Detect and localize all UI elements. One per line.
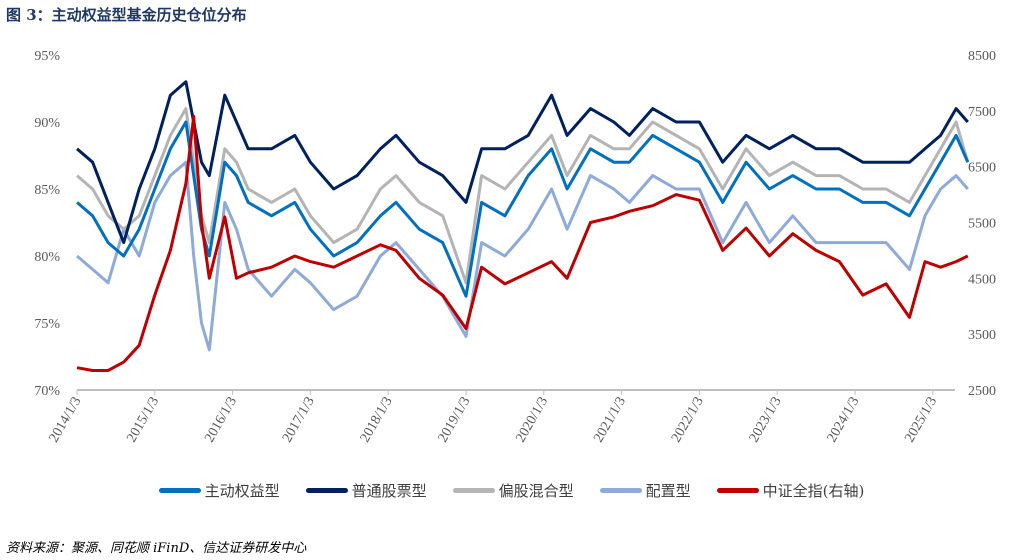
chart-title: 图 3：主动权益型基金历史仓位分布 <box>6 6 247 24</box>
series-line-1 <box>76 80 969 245</box>
series-line-2 <box>76 107 970 285</box>
legend-swatch <box>305 488 348 493</box>
legend-label: 中证全指(右轴) <box>762 482 865 500</box>
right-tick-label: 6500 <box>968 161 996 176</box>
x-tick-label: 2025/1/3 <box>902 395 940 446</box>
left-tick-label: 95% <box>34 49 60 64</box>
legend-item: 主动权益型 <box>158 480 280 501</box>
legend-swatch <box>452 488 495 493</box>
left-tick-label: 70% <box>34 384 60 399</box>
right-tick-label: 2500 <box>968 384 996 399</box>
legend-item: 普通股票型 <box>305 480 427 501</box>
x-tick-label: 2014/1/3 <box>47 395 85 446</box>
x-tick-label: 2018/1/3 <box>358 395 396 446</box>
right-tick-label: 5500 <box>968 217 996 232</box>
legend-label: 普通股票型 <box>351 482 427 500</box>
x-tick-label: 2024/1/3 <box>825 395 863 446</box>
x-tick-label: 2019/1/3 <box>436 395 474 446</box>
legend-swatch <box>716 488 759 493</box>
legend-label: 主动权益型 <box>204 482 280 500</box>
left-tick-label: 75% <box>34 317 60 332</box>
legend-item: 中证全指(右轴) <box>716 480 865 501</box>
source-note: 资料来源：聚源、同花顺 iFinD、信达证券研发中心 <box>6 541 307 556</box>
x-tick-label: 2022/1/3 <box>669 395 707 446</box>
x-tick-label: 2020/1/3 <box>513 395 551 446</box>
x-tick-label: 2015/1/3 <box>124 395 162 446</box>
legend-swatch <box>158 488 201 493</box>
series-line-3 <box>76 160 969 352</box>
legend-swatch <box>599 488 642 493</box>
right-tick-label: 8500 <box>968 49 996 64</box>
x-tick-label: 2023/1/3 <box>747 395 785 446</box>
legend-item: 配置型 <box>599 480 691 501</box>
legend-item: 偏股混合型 <box>452 480 574 501</box>
right-tick-label: 4500 <box>968 272 996 287</box>
right-tick-label: 3500 <box>968 328 996 343</box>
legend-label: 配置型 <box>645 482 691 500</box>
x-tick-label: 2016/1/3 <box>202 395 240 446</box>
x-tick-label: 2021/1/3 <box>591 395 629 446</box>
series-line-4 <box>76 114 969 372</box>
left-tick-label: 85% <box>34 183 60 198</box>
left-tick-label: 90% <box>34 116 60 131</box>
series-line-0 <box>76 120 970 298</box>
legend-label: 偏股混合型 <box>498 482 574 500</box>
chart-plot: 70% 75% 80% 85% 90% 95% 2500 3500 4500 5500 6500 75… <box>34 49 996 446</box>
legend: 主动权益型 普通股票型 偏股混合型 配置型 中证全指(右轴) <box>0 480 1023 501</box>
x-tick-label: 2017/1/3 <box>280 395 318 446</box>
left-tick-label: 80% <box>34 250 60 265</box>
right-tick-label: 7500 <box>968 105 996 120</box>
